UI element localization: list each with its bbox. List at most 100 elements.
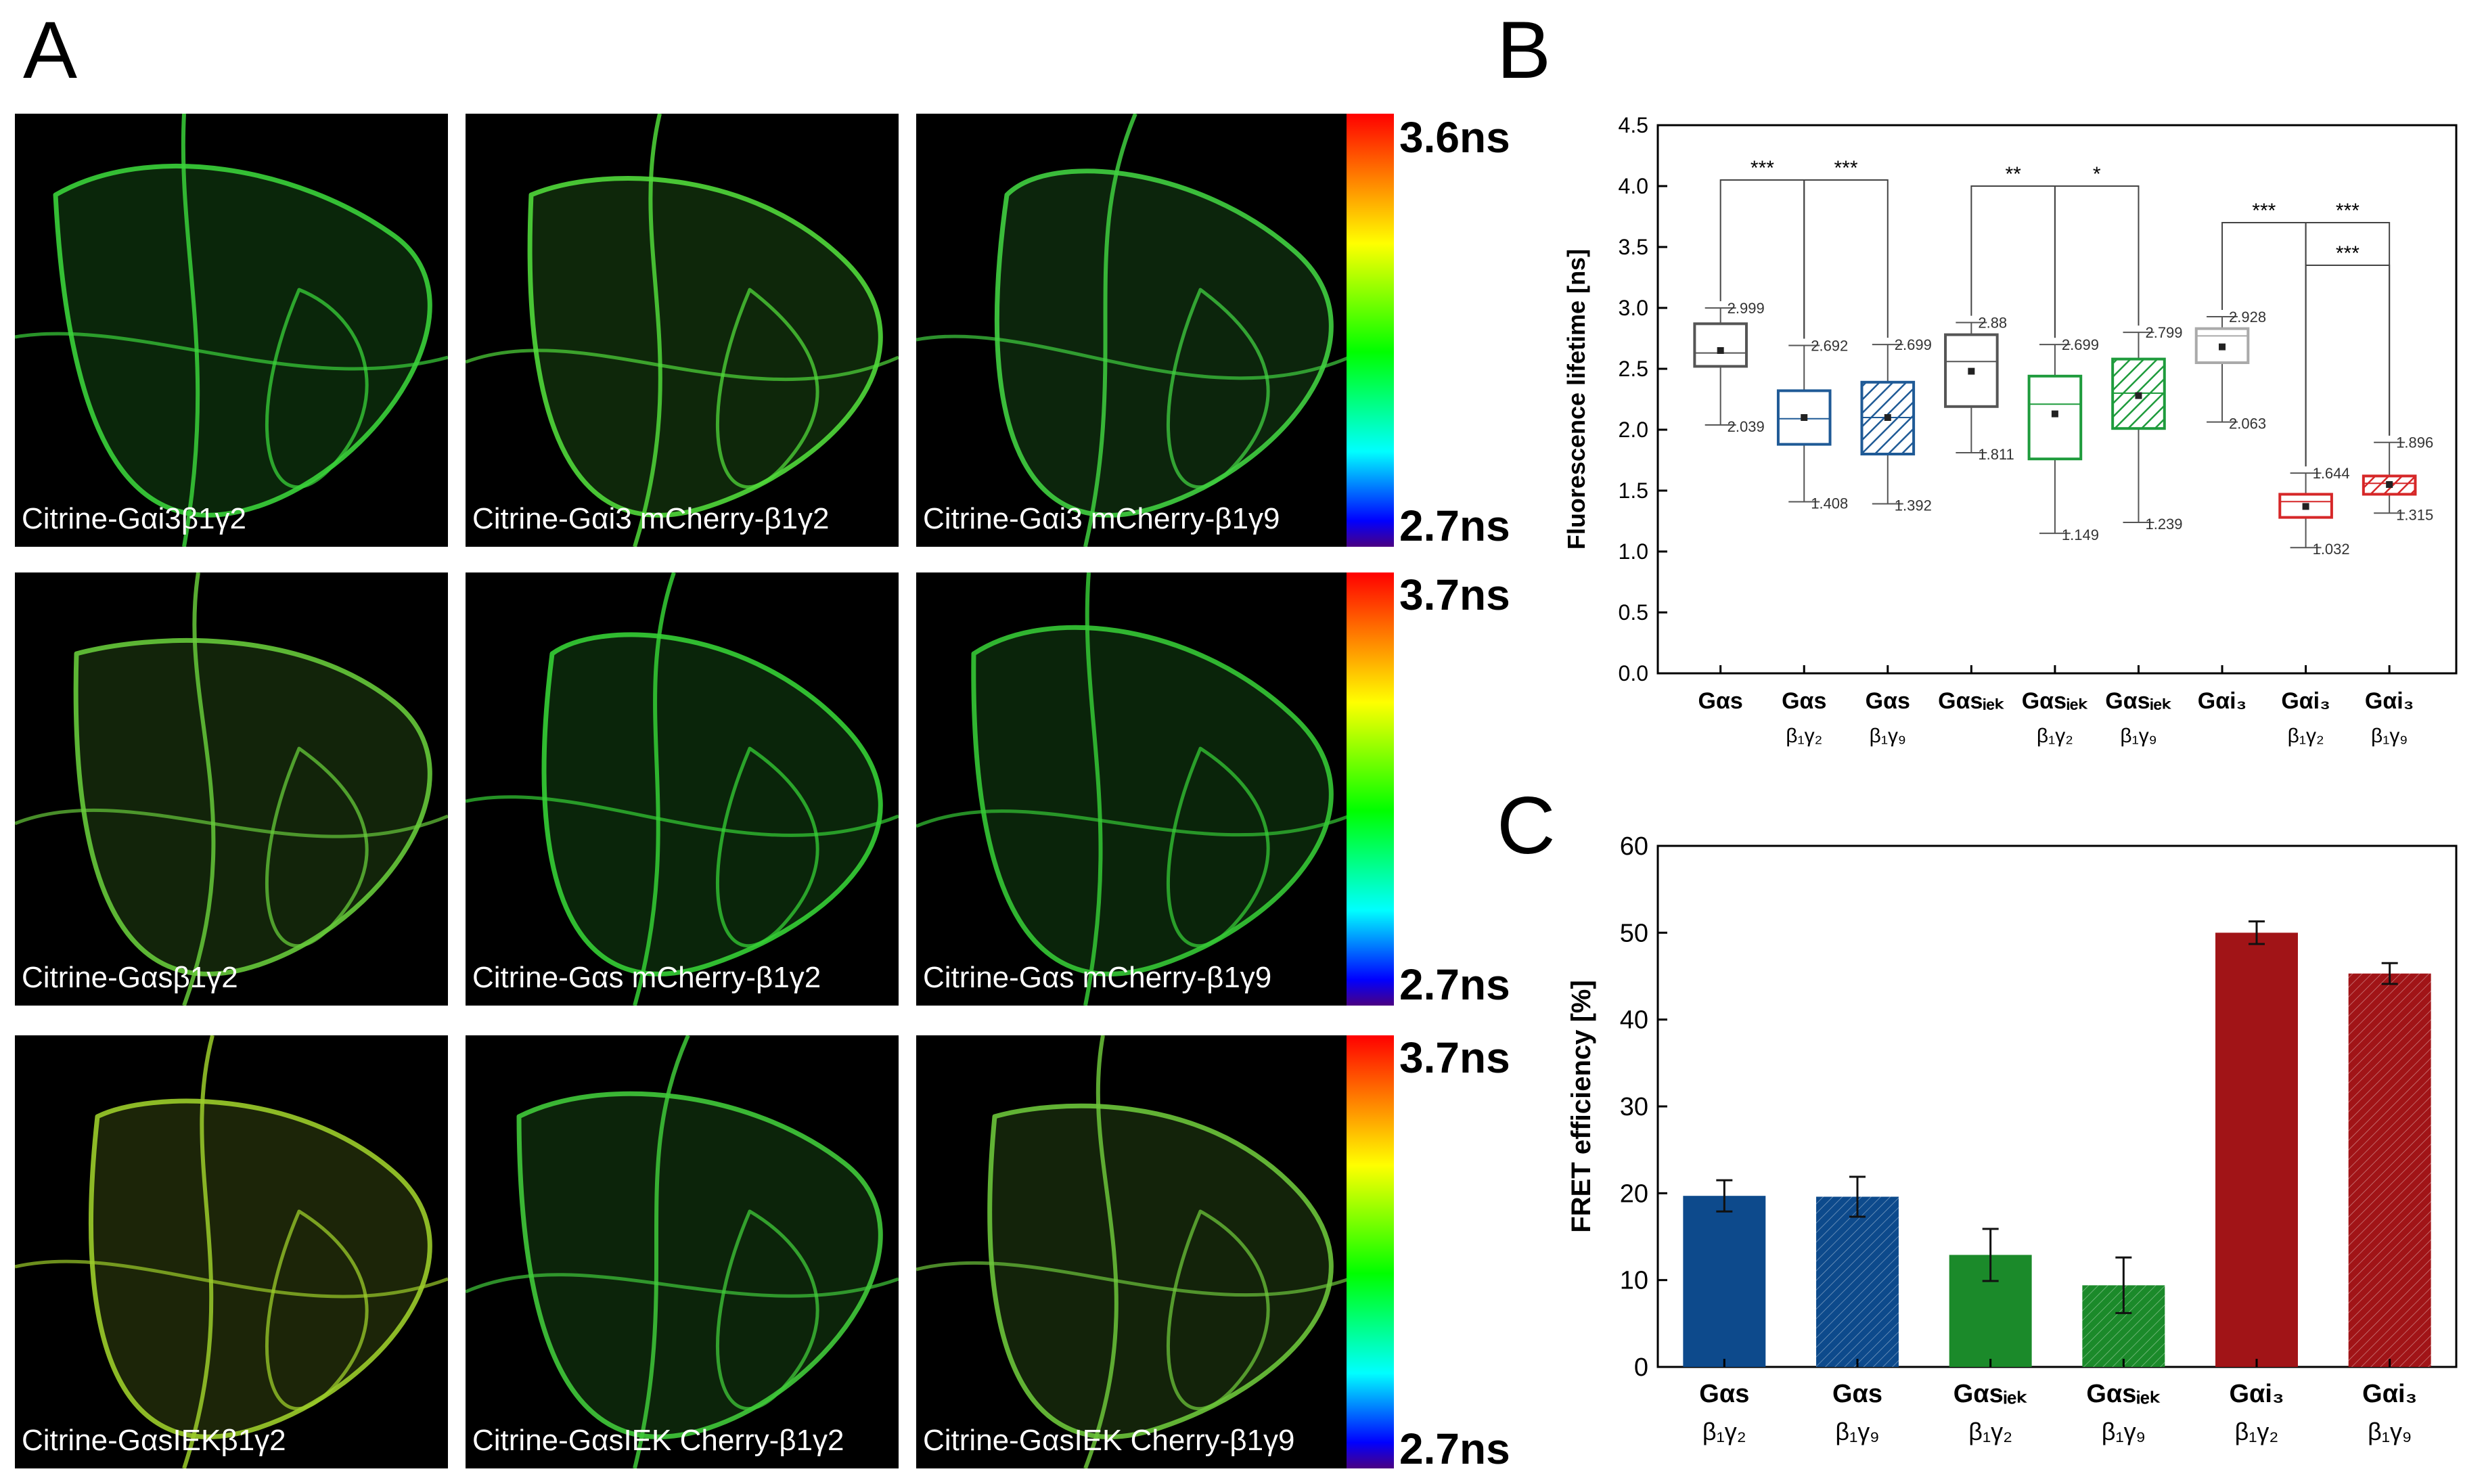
whisker-bottom-label: 1.149 [2062,526,2099,543]
y-axis-label: Fluorescence lifetime [ns] [1562,249,1590,549]
x-tick-label: Gαsᵢₑₖ [1938,688,2004,714]
box [2027,374,2083,461]
significance-bracket [2305,265,2391,467]
micrograph-caption: Citrine-Gαi3 mCherry-β1γ9 [923,502,1280,535]
cell-membrane-image [466,572,899,1006]
x-tick-sublabel: β₁γ₉ [2102,1418,2146,1445]
colorbar-min-label: 2.7ns [1399,960,1510,1009]
bar [2348,973,2431,1367]
x-tick-sublabel: β₁γ₂ [1702,1418,1746,1445]
x-tick-sublabel: β₁γ₂ [2288,725,2324,747]
x-tick-label: Gαi₃ [2362,1380,2417,1408]
whisker-bottom-label: 1.239 [2145,516,2182,533]
significance-label: *** [2252,200,2276,222]
whisker-top-label: 2.699 [2062,336,2099,353]
micrograph-tile: Citrine-Gαsβ1γ2 [15,572,448,1006]
mean-marker [1717,347,1724,354]
whisker-top-label: 1.644 [2313,465,2350,482]
colorbar-min-label: 2.7ns [1399,501,1510,550]
y-tick-label: 4.5 [1619,113,1648,137]
significance-label: * [2093,163,2101,185]
y-tick-label: 60 [1620,832,1648,861]
y-tick-label: 1.5 [1619,478,1648,503]
micrograph-caption: Citrine-Gαi3 mCherry-β1γ2 [472,502,830,535]
whisker-bottom-label: 1.392 [1895,497,1932,514]
significance-label: ** [2005,163,2021,185]
lifetime-colorbar [1347,572,1394,1006]
whisker-top-label: 2.699 [1895,336,1932,353]
x-tick-sublabel: β₁γ₂ [1786,725,1822,747]
lifetime-colorbar [1347,114,1394,547]
cell-membrane-image [466,1035,899,1468]
mean-marker [2135,392,2142,399]
y-tick-label: 0.0 [1619,661,1648,685]
significance-label: *** [2336,242,2359,265]
micrograph-tile: Citrine-GαsIEK Cherry-β1γ9 [916,1035,1349,1468]
bar [1683,1196,1766,1367]
micrograph-caption: Citrine-Gαi3β1γ2 [22,502,246,535]
micrograph-caption: Citrine-Gαs mCherry-β1γ2 [472,961,821,994]
micrograph-caption: Citrine-Gαsβ1γ2 [22,961,238,994]
micrograph-tile: Citrine-Gαs mCherry-β1γ9 [916,572,1349,1006]
y-tick-label: 50 [1620,919,1648,947]
cell-membrane-image [916,1035,1349,1468]
whisker-top-label: 1.896 [2396,434,2433,451]
micrograph-tile: Citrine-Gαi3 mCherry-β1γ2 [466,114,899,547]
micrograph-caption: Citrine-GαsIEK Cherry-β1γ9 [923,1424,1295,1457]
x-tick-label: Gαi₃ [2365,688,2414,714]
cell-membrane-image [15,1035,448,1468]
x-tick-label: Gαs [1832,1380,1882,1408]
plot-frame [1656,845,2458,1368]
micrograph-tile: Citrine-Gαs mCherry-β1γ2 [466,572,899,1006]
significance-label: *** [1751,157,1774,179]
plot-frame [1656,124,2458,675]
x-tick-sublabel: β₁γ₉ [1870,725,1906,747]
whisker-top-label: 2.88 [1978,315,2007,332]
colorbar-min-label: 2.7ns [1399,1424,1510,1473]
y-tick-label: 2.0 [1619,418,1648,442]
cell-membrane-image [15,114,448,547]
whisker-bottom-label: 1.315 [2396,506,2433,523]
mean-marker [2386,481,2393,488]
mean-marker [1801,414,1808,421]
x-tick-label: Gαi₃ [2198,688,2247,714]
y-tick-label: 0.5 [1619,600,1648,625]
micrograph-tile: Citrine-Gαi3β1γ2 [15,114,448,547]
colorbar-max-label: 3.6ns [1399,113,1510,162]
x-tick-label: Gαsᵢₑₖ [2022,688,2088,714]
x-tick-label: Gαsᵢₑₖ [2105,688,2171,714]
cell-membrane-image [916,114,1349,547]
fluorescence-lifetime-boxplot: 0.0 0.5 1.0 1.5 2.0 2.5 3.0 3.5 4.0 4.5 Fluorescen… [1562,113,2458,747]
mean-marker [1884,414,1891,421]
whisker-bottom-label: 1.032 [2313,541,2350,558]
x-tick-sublabel: β₁γ₂ [2037,725,2073,747]
x-tick-label: Gαs [1699,1380,1749,1408]
x-tick-label: Gαs [1698,688,1743,714]
micrograph-tile: Citrine-Gαi3 mCherry-β1γ9 [916,114,1349,547]
x-tick-label: Gαi₃ [2229,1380,2284,1408]
y-tick-label: 1.0 [1619,539,1648,564]
colorbar-max-label: 3.7ns [1399,1033,1510,1082]
y-tick-label: 30 [1620,1093,1648,1121]
panel-letter-c: C [1497,780,1556,871]
whisker-top-label: 2.928 [2229,309,2266,325]
bar [1816,1196,1899,1367]
mean-marker [2219,343,2226,351]
x-tick-label: Gαsᵢₑₖ [2086,1380,2161,1408]
bar [2215,932,2298,1367]
micrograph-caption: Citrine-Gαs mCherry-β1γ9 [923,961,1272,994]
lifetime-colorbar [1347,1035,1394,1468]
box [1944,333,1999,408]
mean-marker [2051,410,2058,418]
y-tick-label: 10 [1620,1267,1648,1295]
y-tick-label: 2.5 [1619,357,1648,381]
mean-marker [2302,503,2309,510]
x-tick-label: Gαi₃ [2281,688,2330,714]
y-tick-label: 3.5 [1619,235,1648,259]
cell-membrane-image [466,114,899,547]
micrograph-caption: Citrine-GαsIEKβ1γ2 [22,1424,286,1457]
y-tick-label: 3.0 [1619,296,1648,320]
micrograph-caption: Citrine-GαsIEK Cherry-β1γ2 [472,1424,844,1457]
significance-label: *** [2336,200,2359,222]
x-tick-sublabel: β₁γ₂ [1968,1418,2012,1445]
